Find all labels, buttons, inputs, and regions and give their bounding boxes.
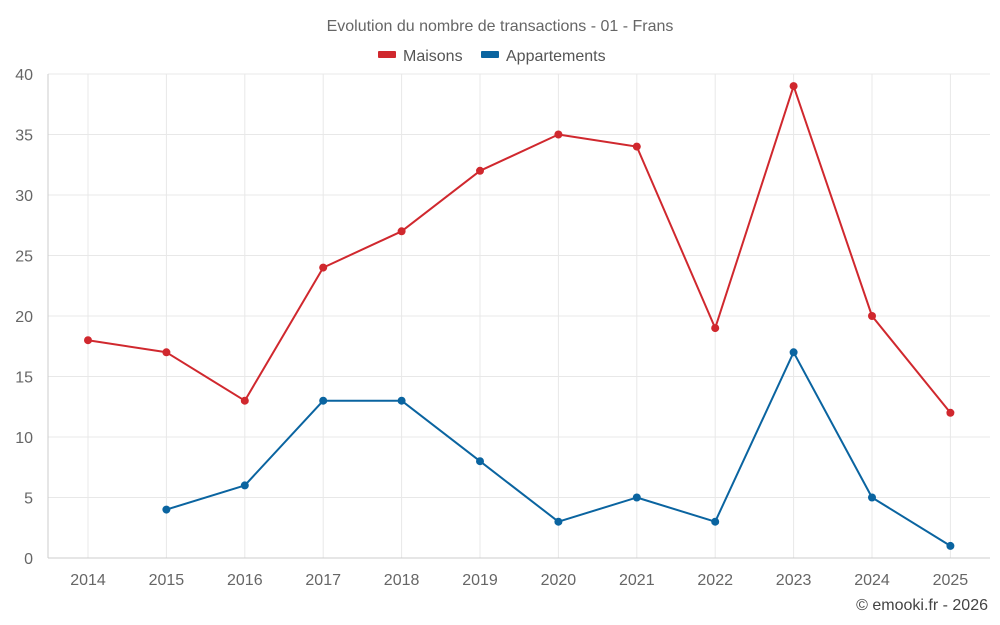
y-tick-label: 35 [15,128,33,145]
data-point-maisons[interactable] [554,130,563,139]
data-point-appartements[interactable] [397,396,406,405]
data-point-appartements[interactable] [868,493,876,502]
x-tick-label: 2016 [227,572,263,589]
y-tick-label: 5 [24,491,33,508]
series-appartements [162,348,955,550]
data-point-appartements[interactable] [632,493,641,502]
x-tick-label: 2015 [149,572,185,589]
data-point-appartements[interactable] [711,517,720,526]
series-line-maisons [87,85,952,414]
data-point-appartements[interactable] [162,505,171,514]
x-tick-label: 2022 [697,572,733,589]
grid [48,73,990,558]
x-tick-label: 2017 [305,572,341,589]
legend-item-maisons[interactable]: Maisons [378,48,463,65]
y-tick-label: 10 [15,430,33,447]
series-maisons [84,82,955,417]
x-tick-label: 2014 [70,572,106,589]
legend-label-maisons: Maisons [403,48,463,65]
data-point-appartements[interactable] [476,457,484,466]
data-point-maisons[interactable] [476,166,484,175]
data-point-maisons[interactable] [946,408,955,417]
data-point-maisons[interactable] [240,396,249,405]
x-tick-label: 2020 [541,572,577,589]
data-point-maisons[interactable] [789,82,798,91]
x-tick-label: 2021 [619,572,655,589]
y-tick-label: 15 [15,370,33,387]
data-point-maisons[interactable] [711,324,720,333]
x-tick-label: 2023 [776,572,812,589]
data-point-maisons[interactable] [397,227,406,236]
x-tick-label: 2019 [462,572,498,589]
legend-label-appartements: Appartements [506,48,606,65]
credit-text: © emooki.fr - 2026 [856,597,988,614]
data-point-maisons[interactable] [162,348,171,357]
legend: Maisons Appartements [378,48,606,65]
legend-item-appartements[interactable]: Appartements [481,48,606,65]
data-point-maisons[interactable] [84,336,92,345]
data-point-maisons[interactable] [868,312,876,320]
data-point-maisons[interactable] [319,263,328,272]
x-tick-label: 2018 [384,572,420,589]
data-point-appartements[interactable] [240,481,249,490]
y-tick-label: 40 [15,67,33,84]
legend-swatch-appartements [481,51,499,58]
series [84,82,955,550]
legend-swatch-maisons [378,51,396,58]
y-tick-label: 30 [15,188,33,205]
data-point-maisons[interactable] [632,142,641,151]
x-tick-label: 2024 [854,572,890,589]
x-tick-label: 2025 [933,572,969,589]
data-point-appartements[interactable] [946,541,955,550]
data-point-appartements[interactable] [319,396,328,405]
data-point-appartements[interactable] [789,348,798,357]
y-tick-label: 20 [15,309,33,326]
y-tick-label: 0 [24,551,33,568]
data-point-appartements[interactable] [554,517,563,526]
y-tick-label: 25 [15,249,33,266]
chart-title: Evolution du nombre de transactions - 01… [327,18,674,35]
